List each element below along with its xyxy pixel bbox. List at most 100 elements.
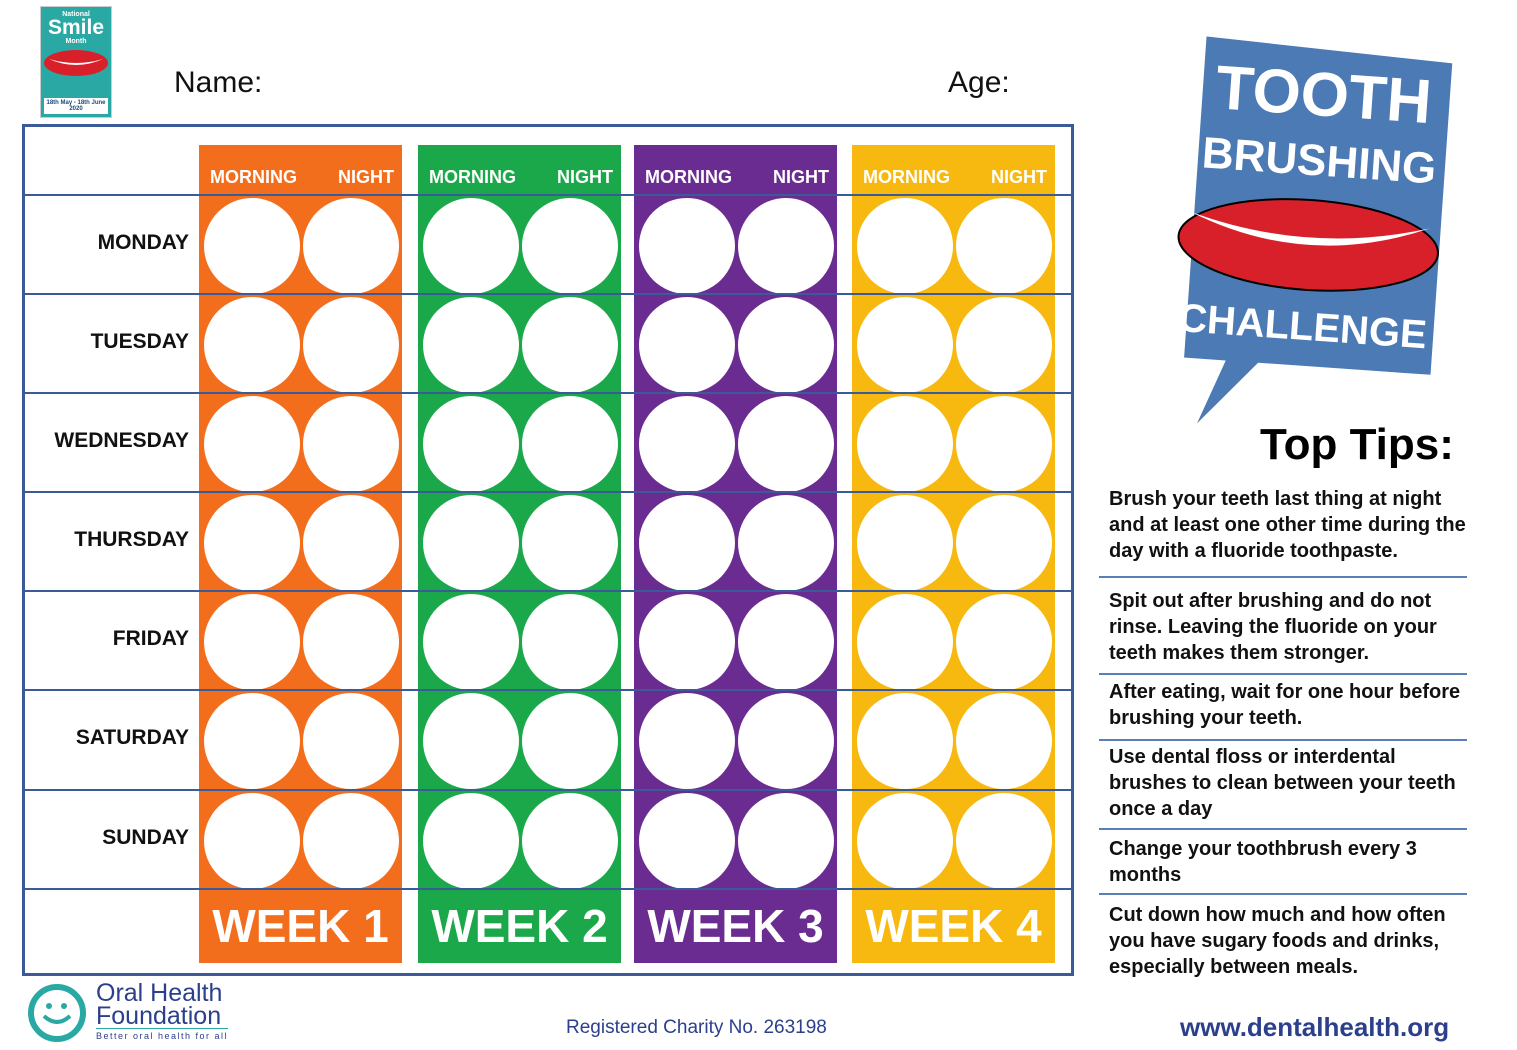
lips-icon xyxy=(44,50,108,76)
national-smile-month-logo: National Smile Month 18th May - 18th Jun… xyxy=(40,6,112,118)
night-checkbox[interactable] xyxy=(956,396,1052,492)
logo-dates: 18th May - 18th June 2020 xyxy=(44,98,108,114)
row-divider xyxy=(25,888,1071,890)
oral-health-foundation-smile-icon xyxy=(28,984,86,1042)
night-checkbox[interactable] xyxy=(303,495,399,591)
night-checkbox[interactable] xyxy=(522,495,618,591)
night-checkbox[interactable] xyxy=(303,793,399,889)
morning-header: MORNING xyxy=(645,167,732,187)
morning-checkbox[interactable] xyxy=(857,594,953,690)
day-label: FRIDAY xyxy=(112,627,189,650)
tip-item: Brush your teeth last thing at night and… xyxy=(1109,488,1466,562)
morning-checkbox[interactable] xyxy=(857,396,953,492)
night-checkbox[interactable] xyxy=(738,495,834,591)
night-header: NIGHT xyxy=(773,167,829,187)
brushing-chart: MORNING NIGHT WEEK 1 MORNING NIGHT WEEK 2 MORN… xyxy=(22,124,1074,976)
morning-header: MORNING xyxy=(429,167,516,187)
org-line2: Foundation xyxy=(96,1002,222,1030)
night-checkbox[interactable] xyxy=(738,693,834,789)
row-divider xyxy=(25,689,1071,691)
night-checkbox[interactable] xyxy=(738,594,834,690)
morning-checkbox[interactable] xyxy=(204,495,300,591)
org-tagline: Better oral health for all xyxy=(96,1028,229,1043)
badge-line1: TOOTH xyxy=(1214,53,1434,137)
row-divider xyxy=(25,590,1071,592)
logo-text: Smile xyxy=(47,16,105,39)
night-checkbox[interactable] xyxy=(303,396,399,492)
week-column-3: MORNING NIGHT WEEK 3 xyxy=(634,145,837,963)
night-checkbox[interactable] xyxy=(956,693,1052,789)
morning-checkbox[interactable] xyxy=(857,793,953,889)
org-line1: Oral Health xyxy=(96,979,223,1007)
morning-checkbox[interactable] xyxy=(857,297,953,393)
night-checkbox[interactable] xyxy=(303,693,399,789)
day-label: THURSDAY xyxy=(74,528,189,551)
tip-item: Cut down how much and how often you have… xyxy=(1109,904,1446,978)
week-label: WEEK 2 xyxy=(431,900,608,952)
name-label: Name: xyxy=(174,66,263,99)
morning-checkbox[interactable] xyxy=(639,693,735,789)
tooth-brushing-challenge-badge: TOOTH BRUSHING CHALLENGE xyxy=(1175,27,1460,445)
night-checkbox[interactable] xyxy=(956,198,1052,294)
week-label: WEEK 1 xyxy=(212,900,389,952)
org-name: Oral Health Foundation Better oral healt… xyxy=(96,979,229,1043)
night-checkbox[interactable] xyxy=(522,297,618,393)
night-checkbox[interactable] xyxy=(522,793,618,889)
night-checkbox[interactable] xyxy=(522,693,618,789)
tip-item: Spit out after brushing and do not rinse… xyxy=(1109,590,1437,664)
night-checkbox[interactable] xyxy=(522,198,618,294)
tip-divider xyxy=(1099,739,1467,741)
morning-checkbox[interactable] xyxy=(423,396,519,492)
morning-checkbox[interactable] xyxy=(857,198,953,294)
night-checkbox[interactable] xyxy=(956,594,1052,690)
morning-checkbox[interactable] xyxy=(423,297,519,393)
row-divider xyxy=(25,194,1071,196)
morning-checkbox[interactable] xyxy=(204,198,300,294)
night-checkbox[interactable] xyxy=(303,198,399,294)
tip-divider xyxy=(1099,893,1467,895)
morning-checkbox[interactable] xyxy=(857,495,953,591)
morning-checkbox[interactable] xyxy=(639,396,735,492)
logo-text: National xyxy=(62,11,90,18)
night-checkbox[interactable] xyxy=(738,198,834,294)
morning-checkbox[interactable] xyxy=(423,594,519,690)
morning-checkbox[interactable] xyxy=(204,297,300,393)
row-divider xyxy=(25,293,1071,295)
day-label: MONDAY xyxy=(97,231,189,254)
morning-checkbox[interactable] xyxy=(204,693,300,789)
night-checkbox[interactable] xyxy=(956,297,1052,393)
website-link[interactable]: www.dentalhealth.org xyxy=(1180,1012,1450,1042)
day-label: TUESDAY xyxy=(90,330,189,353)
morning-checkbox[interactable] xyxy=(423,793,519,889)
night-checkbox[interactable] xyxy=(738,396,834,492)
morning-checkbox[interactable] xyxy=(423,495,519,591)
night-checkbox[interactable] xyxy=(956,495,1052,591)
night-checkbox[interactable] xyxy=(303,594,399,690)
morning-checkbox[interactable] xyxy=(204,396,300,492)
tip-divider xyxy=(1099,576,1467,578)
morning-checkbox[interactable] xyxy=(639,495,735,591)
night-checkbox[interactable] xyxy=(522,594,618,690)
row-divider xyxy=(25,491,1071,493)
week-label: WEEK 4 xyxy=(865,900,1042,952)
morning-checkbox[interactable] xyxy=(423,693,519,789)
charity-number: Registered Charity No. 263198 xyxy=(566,1017,827,1038)
morning-checkbox[interactable] xyxy=(639,198,735,294)
night-checkbox[interactable] xyxy=(956,793,1052,889)
night-checkbox[interactable] xyxy=(738,793,834,889)
morning-checkbox[interactable] xyxy=(639,793,735,889)
tip-item: Change your toothbrush every 3 months xyxy=(1109,838,1417,886)
night-checkbox[interactable] xyxy=(522,396,618,492)
morning-checkbox[interactable] xyxy=(857,693,953,789)
night-header: NIGHT xyxy=(991,167,1047,187)
week-column-1: MORNING NIGHT WEEK 1 xyxy=(199,145,402,963)
night-checkbox[interactable] xyxy=(303,297,399,393)
morning-checkbox[interactable] xyxy=(639,297,735,393)
logo-text: Month xyxy=(65,38,87,45)
morning-checkbox[interactable] xyxy=(639,594,735,690)
morning-checkbox[interactable] xyxy=(204,594,300,690)
morning-checkbox[interactable] xyxy=(423,198,519,294)
night-checkbox[interactable] xyxy=(738,297,834,393)
week-column-2: MORNING NIGHT WEEK 2 xyxy=(418,145,621,963)
morning-checkbox[interactable] xyxy=(204,793,300,889)
